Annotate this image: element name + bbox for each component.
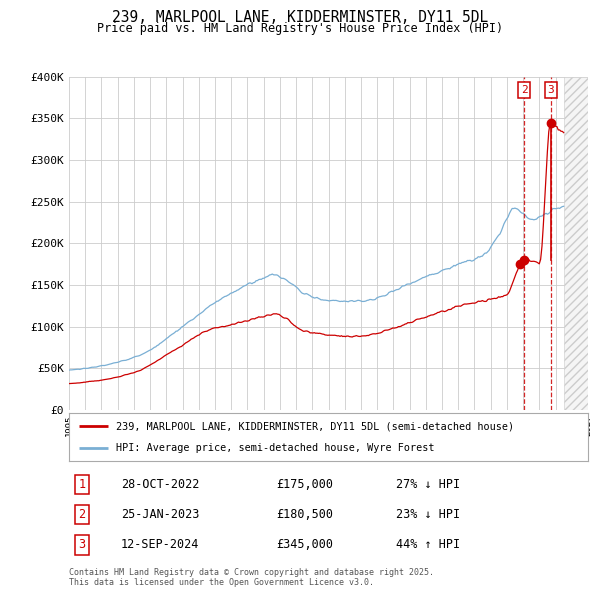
Text: 239, MARLPOOL LANE, KIDDERMINSTER, DY11 5DL: 239, MARLPOOL LANE, KIDDERMINSTER, DY11 … bbox=[112, 10, 488, 25]
Text: Contains HM Land Registry data © Crown copyright and database right 2025.
This d: Contains HM Land Registry data © Crown c… bbox=[69, 568, 434, 587]
Text: £180,500: £180,500 bbox=[277, 508, 334, 521]
Text: 27% ↓ HPI: 27% ↓ HPI bbox=[396, 478, 460, 491]
Text: 239, MARLPOOL LANE, KIDDERMINSTER, DY11 5DL (semi-detached house): 239, MARLPOOL LANE, KIDDERMINSTER, DY11 … bbox=[116, 421, 514, 431]
Text: 2: 2 bbox=[521, 85, 527, 95]
Text: 1: 1 bbox=[79, 478, 86, 491]
Text: 25-JAN-2023: 25-JAN-2023 bbox=[121, 508, 199, 521]
Text: HPI: Average price, semi-detached house, Wyre Forest: HPI: Average price, semi-detached house,… bbox=[116, 443, 434, 453]
Text: 2: 2 bbox=[79, 508, 86, 521]
Text: £175,000: £175,000 bbox=[277, 478, 334, 491]
Text: 3: 3 bbox=[79, 538, 86, 551]
Text: Price paid vs. HM Land Registry's House Price Index (HPI): Price paid vs. HM Land Registry's House … bbox=[97, 22, 503, 35]
Text: 44% ↑ HPI: 44% ↑ HPI bbox=[396, 538, 460, 551]
Text: 3: 3 bbox=[547, 85, 554, 95]
Text: £345,000: £345,000 bbox=[277, 538, 334, 551]
Text: 28-OCT-2022: 28-OCT-2022 bbox=[121, 478, 199, 491]
Text: 23% ↓ HPI: 23% ↓ HPI bbox=[396, 508, 460, 521]
Text: 12-SEP-2024: 12-SEP-2024 bbox=[121, 538, 199, 551]
